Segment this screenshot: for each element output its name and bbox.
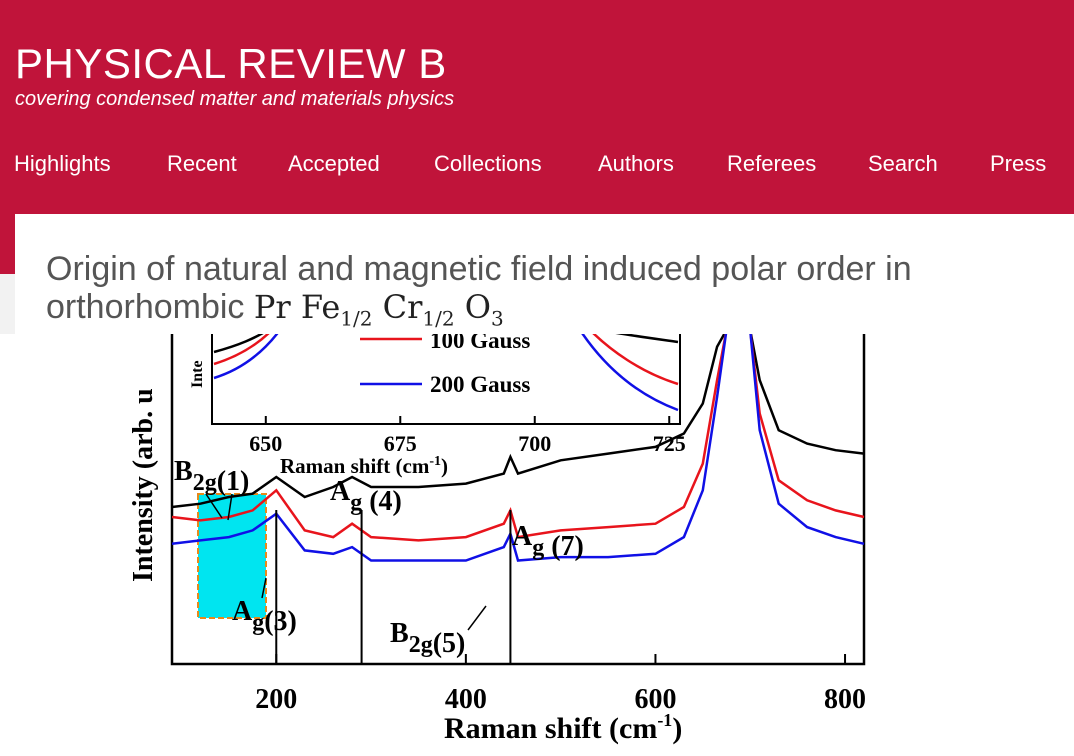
- inset-y-label: Inte: [189, 360, 206, 388]
- main-series-group: [171, 334, 865, 562]
- annotation-ag3-sub: g: [252, 610, 264, 636]
- article-title-line2: orthorhombic Pr Fe1/2 Cr1/2 O3: [46, 288, 1066, 337]
- inset-x-tick-label: 700: [518, 431, 551, 456]
- annotation-b2g1-sub: 2g: [193, 470, 217, 496]
- annotation-ag4-tail: (4): [362, 486, 402, 517]
- inset-x-ticks: 650 675 700 725: [249, 416, 686, 456]
- arrow-b2g1-b: [227, 493, 233, 521]
- annotation-ag4-main: A: [330, 476, 351, 507]
- main-y-label: Intensity (arb. u: [128, 388, 159, 582]
- formula-o-sub: 3: [491, 306, 504, 331]
- inset-x-tick-label: 725: [653, 431, 686, 456]
- arrow-b2g1-a: [205, 493, 223, 519]
- nav-collections[interactable]: Collections: [434, 151, 542, 176]
- spectrum-line-3: [171, 334, 865, 562]
- inset-x-label-close: ): [441, 454, 448, 478]
- inset-x-tick-label: 650: [249, 431, 282, 456]
- inset-curve-3: [213, 334, 279, 380]
- inset-x-label-text: Raman shift (cm: [280, 454, 430, 478]
- annotation-b2g5-main: B: [390, 618, 409, 649]
- article-title-line1: Origin of natural and magnetic field ind…: [46, 250, 912, 288]
- inset-x-label: Raman shift (cm-1): [280, 454, 448, 478]
- journal-tagline: covering condensed matter and materials …: [15, 88, 455, 110]
- article-title-prefix: orthorhombic: [46, 288, 245, 326]
- main-x-tick-label: 400: [445, 684, 487, 715]
- nav-search[interactable]: Search: [868, 151, 938, 176]
- inset-frame: [211, 334, 681, 425]
- nav-recent[interactable]: Recent: [167, 151, 237, 176]
- main-x-label: Raman shift (cm-1): [444, 710, 682, 745]
- main-x-label-close: ): [672, 712, 682, 745]
- annotation-ag7-main: A: [512, 521, 533, 552]
- formula-fe-sub: 1/2: [340, 306, 373, 331]
- formula-o: O: [464, 288, 491, 326]
- inset-curve-2: [213, 334, 270, 366]
- inset-curve-1: [213, 334, 264, 354]
- annotation-ag3-tail: (3): [264, 606, 297, 637]
- formula-cr: Cr: [382, 288, 423, 326]
- inset-curve-4: [615, 334, 679, 344]
- annotation-ag7: Ag (7): [512, 521, 584, 562]
- inset-x-label-sup: -1: [429, 454, 441, 469]
- annotation-ag7-sub: g: [532, 535, 544, 561]
- journal-title[interactable]: PHYSICAL REVIEW B: [15, 40, 447, 87]
- inset-curves: [213, 334, 679, 412]
- main-plot-frame: [170, 334, 866, 666]
- annotation-b2g1: B2g(1): [174, 456, 249, 497]
- nav-press[interactable]: Press: [990, 151, 1047, 176]
- annotation-b2g5-tail: (5): [433, 628, 466, 659]
- formula-cr-sub: 1/2: [422, 306, 455, 331]
- nav-accepted[interactable]: Accepted: [288, 151, 380, 176]
- main-x-tick-label: 200: [255, 684, 297, 715]
- annotation-b2g1-main: B: [174, 456, 193, 487]
- main-x-label-text: Raman shift (cm: [444, 712, 657, 745]
- formula-fe: Fe: [300, 288, 341, 326]
- legend-label-200: 200 Gauss: [430, 372, 530, 397]
- annotation-ag4-sub: g: [350, 490, 362, 516]
- annotation-ag7-tail: (7): [544, 531, 584, 562]
- article-figure: 200 400 600 800 650 675 700 725 100 Gauss 200 …: [128, 334, 866, 745]
- annotation-ag3: Ag(3): [232, 596, 297, 637]
- main-x-tick-label: 800: [824, 684, 866, 715]
- annotation-ag4: Ag (4): [330, 476, 402, 517]
- annotation-b2g5: B2g(5): [390, 618, 465, 659]
- spectrum-line-1: [171, 334, 865, 509]
- nav-highlights[interactable]: Highlights: [14, 151, 111, 176]
- arrow-ag3: [261, 577, 267, 599]
- annotation-b2g1-tail: (1): [217, 466, 250, 497]
- formula-pr: Pr: [253, 288, 291, 326]
- page-edge: [0, 274, 15, 334]
- main-x-tick-label: 600: [634, 684, 676, 715]
- header-edge: [0, 214, 15, 274]
- main-x-ticks: 200 400 600 800: [255, 654, 866, 715]
- inset-curve-6: [581, 334, 679, 412]
- nav-referees[interactable]: Referees: [727, 151, 817, 176]
- journal-header: PHYSICAL REVIEW B covering condensed mat…: [0, 0, 1074, 214]
- article-title[interactable]: Origin of natural and magnetic field ind…: [46, 250, 1066, 337]
- highlight-box: [197, 493, 267, 619]
- inset-curve-5: [592, 334, 679, 386]
- main-x-label-sup: -1: [657, 710, 672, 730]
- chemical-formula: Pr Fe1/2 Cr1/2 O3: [253, 288, 504, 330]
- arrow-b2g5: [467, 605, 487, 631]
- inset-x-tick-label: 675: [384, 431, 417, 456]
- annotation-ag3-main: A: [232, 596, 253, 627]
- mode-lines: [275, 510, 512, 664]
- annotation-b2g5-sub: 2g: [409, 632, 433, 658]
- article-card: [15, 214, 1074, 334]
- legend-label-100: 100 Gauss: [430, 334, 530, 353]
- main-nav: Highlights Recent Accepted Collections A…: [0, 147, 1074, 181]
- nav-authors[interactable]: Authors: [598, 151, 674, 176]
